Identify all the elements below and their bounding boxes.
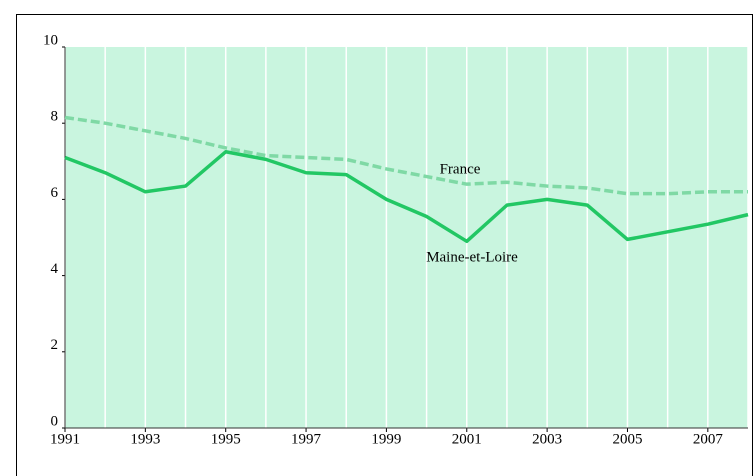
y-tick-label: 2 [51,337,59,353]
series-label: Maine-et-Loire [426,249,518,265]
line-series [64,115,748,196]
x-tick-label: 2005 [612,431,642,447]
x-tick-label: 1999 [371,431,401,447]
x-tick-label: 2001 [452,431,482,447]
y-tick-label: 8 [51,109,59,125]
series-label: France [440,161,481,177]
x-tick-label: 1993 [130,431,160,447]
x-tick-label: 1995 [211,431,241,447]
x-tick-label: 1997 [291,431,322,447]
line-series [64,150,749,244]
y-tick-label: 10 [43,32,58,48]
x-tick-label: 2007 [693,431,724,447]
y-tick-label: 0 [51,413,59,429]
y-tick-label: 4 [51,261,59,277]
x-tick-label: 1991 [50,431,80,447]
y-tick-label: 6 [51,185,59,201]
x-tick-label: 2003 [532,431,562,447]
